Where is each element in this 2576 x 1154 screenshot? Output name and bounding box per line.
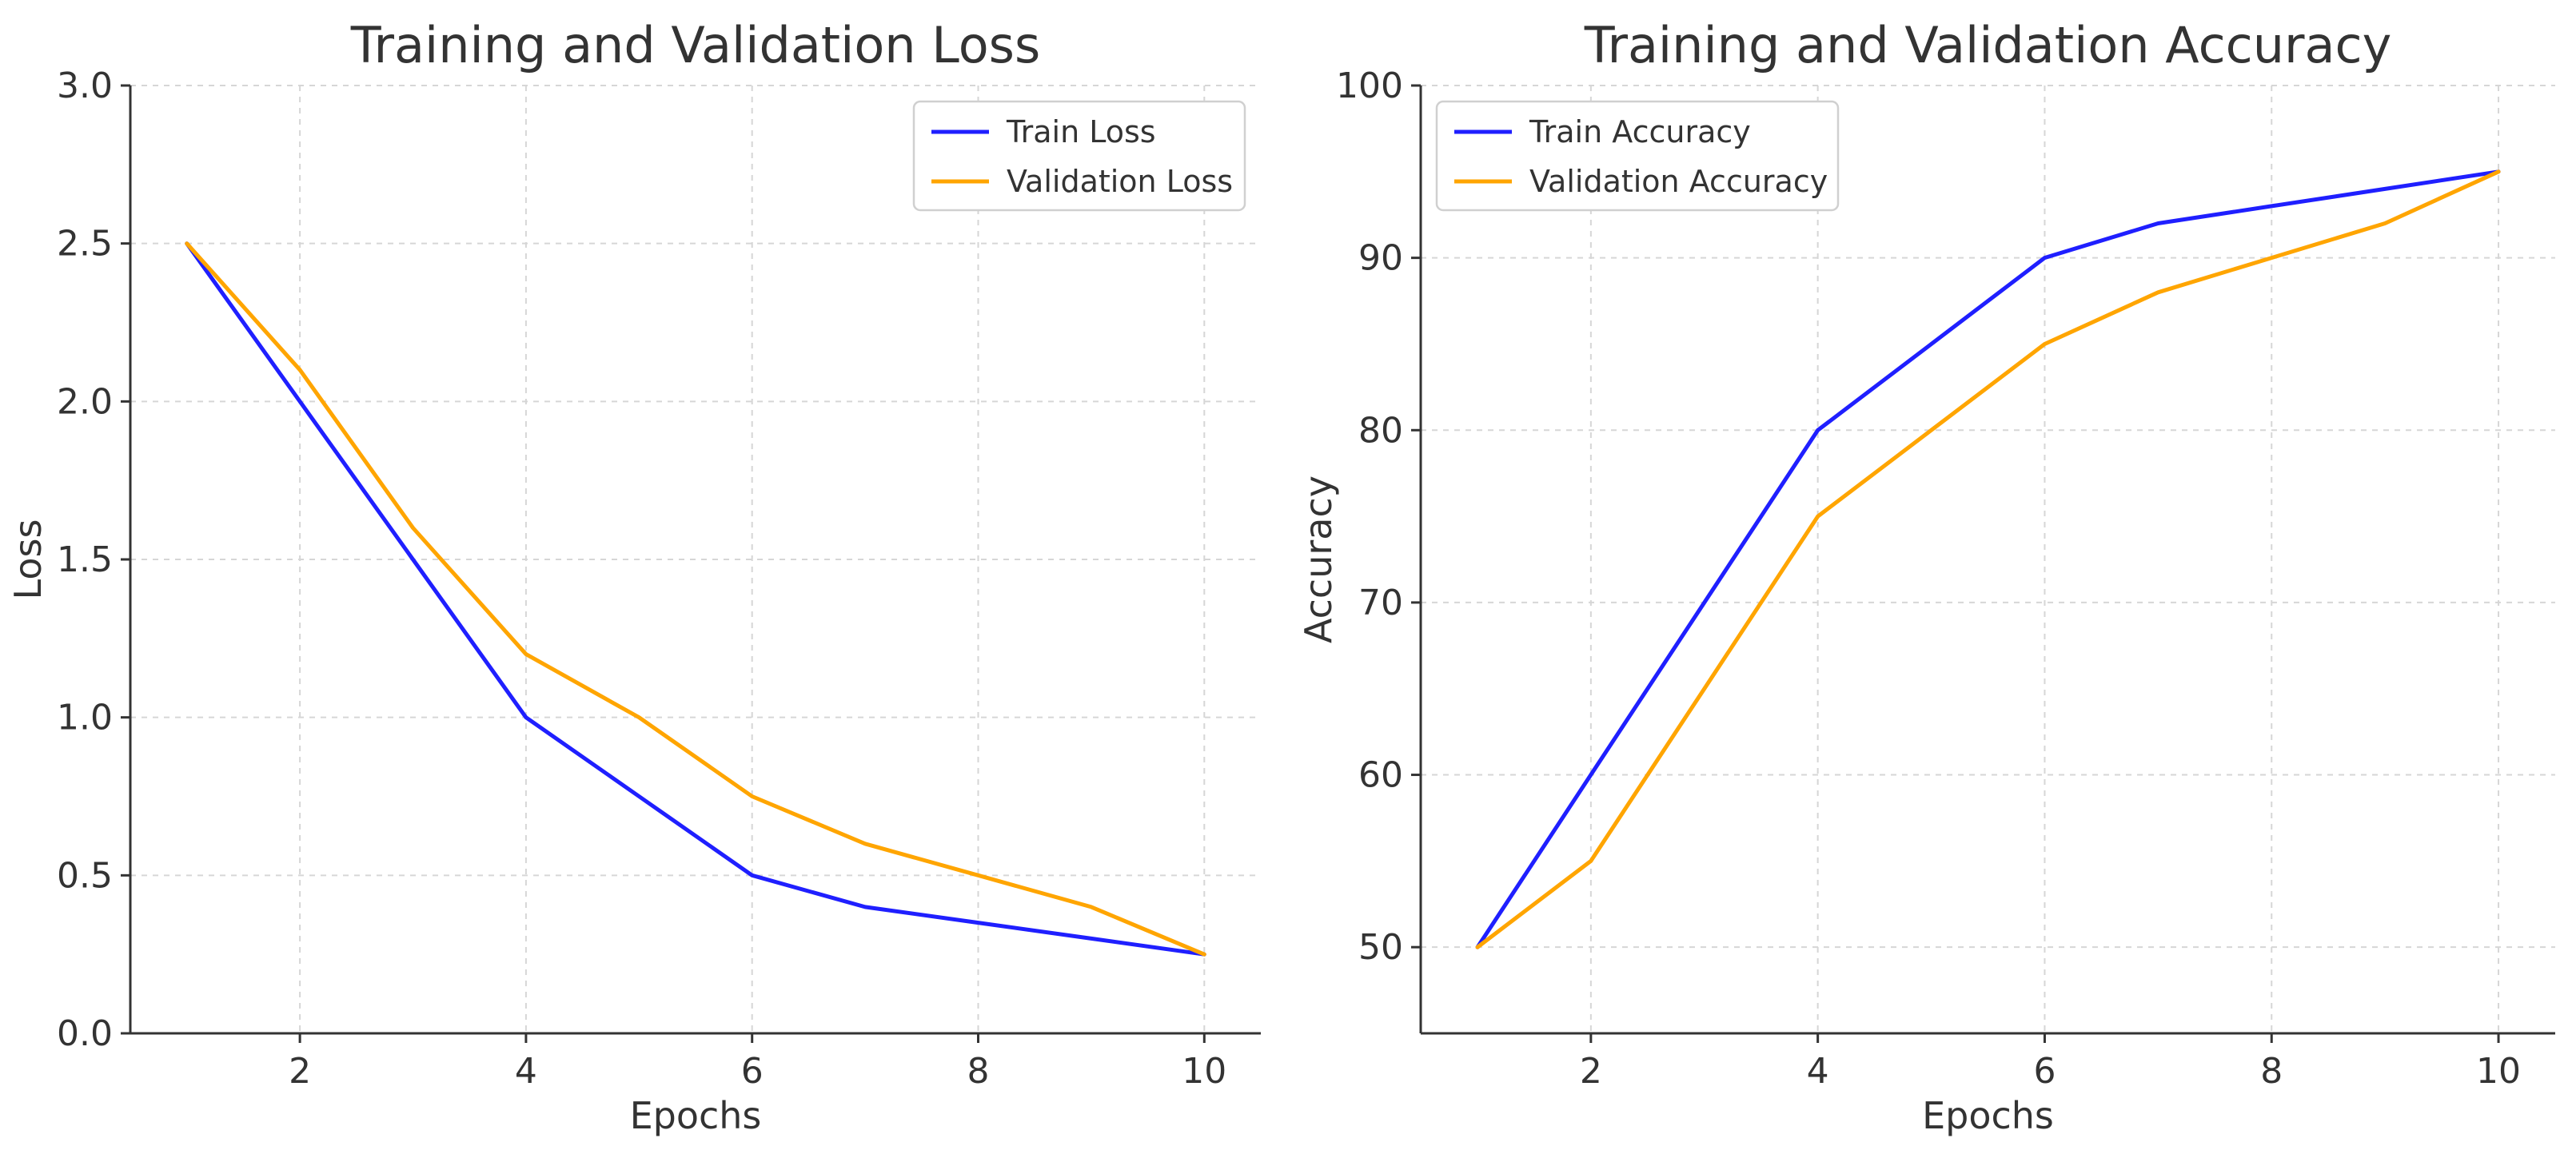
- legend-label: Train Loss: [1006, 114, 1156, 149]
- y-tick-label: 0.0: [57, 1013, 113, 1054]
- series-line-validation-accuracy: [1475, 169, 2501, 949]
- y-tick-label: 100: [1336, 66, 1403, 106]
- legend-label: Train Accuracy: [1529, 114, 1751, 149]
- x-tick-label: 2: [1580, 1051, 1602, 1092]
- legend: Train Accuracy Validation Accuracy: [1435, 100, 1840, 212]
- chart-title: Training and Validation Accuracy: [1584, 16, 2392, 74]
- y-axis-label: Loss: [6, 519, 50, 600]
- y-tick-label: 60: [1358, 755, 1403, 796]
- accuracy-chart: 2 4 6 8 10 50 60 70 80 90 100 Training and Validati…: [1297, 16, 2555, 1137]
- y-axis-label: Accuracy: [1297, 476, 1340, 643]
- x-axis-label: Epochs: [630, 1094, 762, 1137]
- legend: Train Loss Validation Loss: [912, 100, 1246, 212]
- x-tick-label: 8: [967, 1051, 990, 1092]
- x-tick-label: 8: [2260, 1051, 2283, 1092]
- chart-title: Training and Validation Loss: [350, 16, 1041, 74]
- x-tick-label: 2: [289, 1051, 311, 1092]
- series-line-validation-loss: [185, 241, 1206, 957]
- loss-chart: 2 4 6 8 10 0.0 0.5 1.0 1.5 2.0 2.5 3.0 Training and …: [6, 16, 1261, 1137]
- x-tick-label: 4: [515, 1051, 537, 1092]
- legend-label: Validation Accuracy: [1529, 164, 1828, 199]
- y-tick-label: 1.5: [57, 539, 113, 580]
- x-tick-label: 10: [1182, 1051, 1226, 1092]
- y-tick-label: 90: [1358, 238, 1403, 279]
- y-tick-label: 2.0: [57, 381, 113, 422]
- y-tick-label: 2.5: [57, 224, 113, 265]
- legend-frame: [1435, 100, 1840, 212]
- y-tick-label: 50: [1358, 927, 1403, 968]
- y-tick-label: 1.0: [57, 698, 113, 738]
- series-line-train-loss: [185, 241, 1206, 957]
- x-tick-label: 6: [2033, 1051, 2056, 1092]
- x-axis-label: Epochs: [1922, 1094, 2054, 1137]
- y-tick-label: 80: [1358, 410, 1403, 451]
- y-tick-label: 0.5: [57, 855, 113, 896]
- y-tick-label: 3.0: [57, 66, 113, 106]
- x-tick-label: 6: [741, 1051, 764, 1092]
- y-tick-label: 70: [1358, 583, 1403, 623]
- x-tick-label: 4: [1807, 1051, 1829, 1092]
- legend-frame: [912, 100, 1246, 212]
- x-tick-label: 10: [2476, 1051, 2521, 1092]
- series-line-train-accuracy: [1475, 169, 2501, 949]
- legend-label: Validation Loss: [1007, 164, 1233, 199]
